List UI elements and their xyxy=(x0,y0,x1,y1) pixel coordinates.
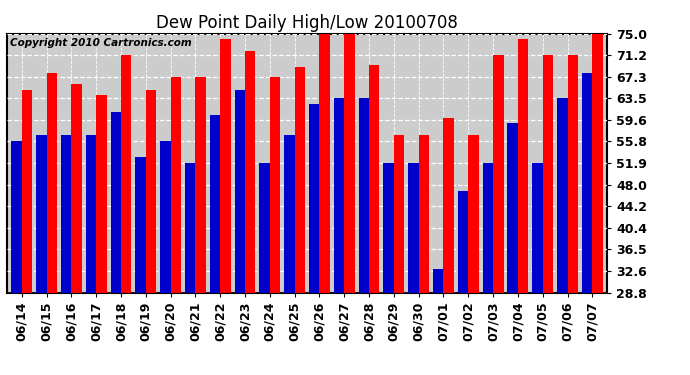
Bar xyxy=(22,90,32,375)
Bar xyxy=(394,135,404,375)
Bar xyxy=(483,163,493,375)
Bar xyxy=(369,64,380,375)
Bar xyxy=(36,135,47,375)
Bar xyxy=(384,163,394,375)
Bar xyxy=(47,73,57,375)
Bar xyxy=(61,135,71,375)
Bar xyxy=(507,123,518,375)
Bar xyxy=(284,135,295,375)
Bar xyxy=(135,157,146,375)
Bar xyxy=(96,95,107,375)
Bar xyxy=(245,51,255,375)
Bar xyxy=(592,34,603,375)
Bar xyxy=(110,112,121,375)
Bar xyxy=(185,163,195,375)
Bar xyxy=(458,190,469,375)
Bar xyxy=(334,98,344,375)
Bar xyxy=(518,39,529,375)
Bar xyxy=(295,68,305,375)
Bar xyxy=(309,104,319,375)
Bar xyxy=(557,98,567,375)
Bar xyxy=(469,135,479,375)
Bar xyxy=(567,55,578,375)
Bar xyxy=(146,90,156,375)
Bar xyxy=(433,269,444,375)
Bar xyxy=(71,84,82,375)
Bar xyxy=(344,34,355,375)
Bar xyxy=(121,55,131,375)
Bar xyxy=(408,163,419,375)
Bar xyxy=(86,135,96,375)
Bar xyxy=(543,55,553,375)
Bar xyxy=(11,141,22,375)
Text: Copyright 2010 Cartronics.com: Copyright 2010 Cartronics.com xyxy=(10,38,192,48)
Bar xyxy=(419,135,429,375)
Title: Dew Point Daily High/Low 20100708: Dew Point Daily High/Low 20100708 xyxy=(156,14,458,32)
Bar xyxy=(259,163,270,375)
Bar xyxy=(220,39,230,375)
Bar xyxy=(532,163,543,375)
Bar xyxy=(319,34,330,375)
Bar xyxy=(210,115,220,375)
Bar xyxy=(195,77,206,375)
Bar xyxy=(493,55,504,375)
Bar xyxy=(582,73,592,375)
Bar xyxy=(270,77,280,375)
Bar xyxy=(444,118,454,375)
Bar xyxy=(160,141,170,375)
Bar xyxy=(359,98,369,375)
Bar xyxy=(170,77,181,375)
Bar xyxy=(235,90,245,375)
